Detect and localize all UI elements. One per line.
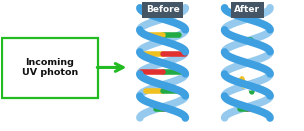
Text: After: After: [234, 5, 260, 14]
Text: Incoming
UV photon: Incoming UV photon: [22, 58, 78, 77]
FancyBboxPatch shape: [2, 38, 98, 98]
Text: Before: Before: [146, 5, 179, 14]
